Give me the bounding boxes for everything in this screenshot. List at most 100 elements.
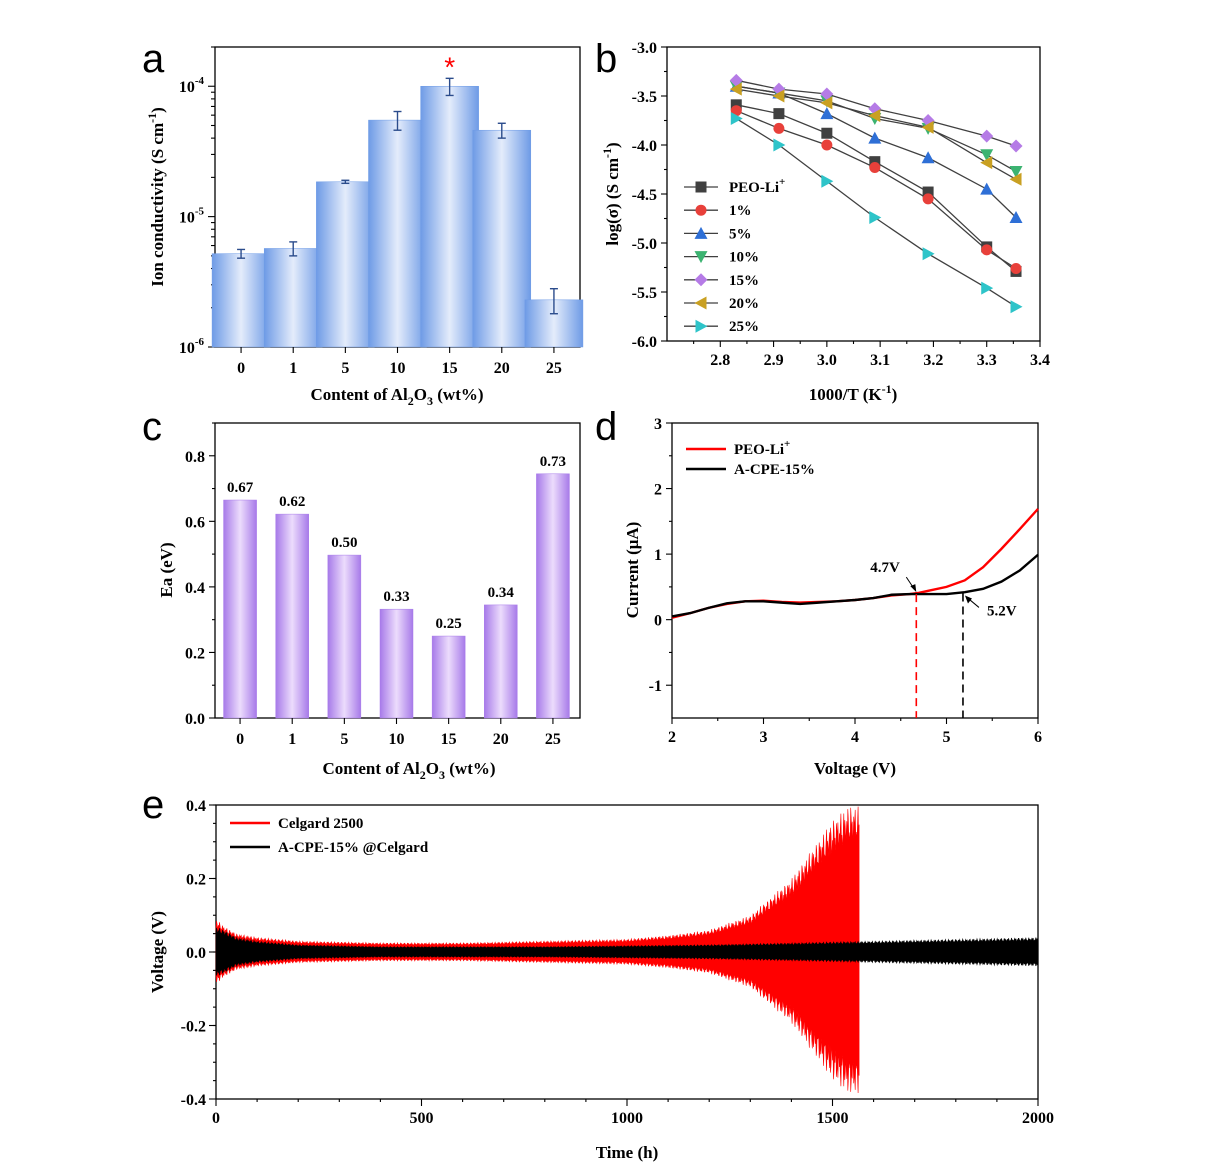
- panel-b-y-title: log(σ) (S cm-1): [600, 142, 622, 245]
- panel-e-legend-label: Celgard 2500: [278, 816, 363, 832]
- panel-b-legend-marker: [694, 273, 708, 287]
- panel-b-legend-label: 10%: [729, 250, 759, 266]
- panel-b-y-tick-label: -4.0: [632, 138, 657, 155]
- panel-b-legend-label: 25%: [729, 319, 759, 335]
- panel-d-series-line: [671, 553, 1039, 618]
- panel-b-legend-marker: [695, 181, 707, 193]
- panel-c-value-label: 0.67: [227, 480, 254, 496]
- panel-b-point: [869, 162, 881, 174]
- panel-d-chart: Voltage (V) Current (μA) 2 3 4 5 6 3 2 1 0 -1 PEO-…: [623, 416, 1042, 778]
- panel-b-point: [773, 108, 785, 120]
- panel-a-x-tick-label: 1: [289, 360, 297, 377]
- panel-a-y-tick-label: 10-5: [179, 206, 205, 227]
- panel-c-x-tick-label: 20: [493, 731, 509, 748]
- panel-b-legend-label: 1%: [729, 203, 752, 219]
- panel-c-value-label: 0.50: [331, 535, 357, 551]
- panel-a-x-tick-label: 25: [546, 360, 562, 377]
- panel-b-x-tick-label: 2.8: [710, 352, 730, 369]
- panel-a-x-tick-label: 15: [442, 360, 458, 377]
- panel-b-point: [1009, 165, 1023, 178]
- panel-c-x-tick-label: 25: [545, 731, 561, 748]
- panel-d-annotation-label: 5.2V: [987, 603, 1017, 619]
- panel-b-point: [820, 107, 834, 120]
- panel-d-y-tick-label: 2: [654, 482, 662, 499]
- panel-c-x-tick-label: 10: [389, 731, 405, 748]
- panel-b-legend-label: 5%: [729, 226, 752, 242]
- panel-b-x-tick-label: 3.2: [923, 352, 943, 369]
- panel-letter-b: b: [595, 37, 617, 81]
- panel-d-y-title: Current (μA): [623, 522, 642, 619]
- panel-b-x-title: 1000/T (K-1): [809, 382, 898, 404]
- panel-b-point: [980, 149, 994, 162]
- panel-a-bar: [420, 85, 479, 348]
- panel-a-bar: [211, 253, 271, 348]
- panel-a-x-title: Content of Al2O3 (wt%): [310, 385, 483, 408]
- panel-a-x-tick-label: 10: [390, 360, 406, 377]
- panel-b-x-tick-label: 2.9: [764, 352, 784, 369]
- panel-d-annotation-label: 4.7V: [870, 560, 900, 576]
- panel-letter-a: a: [142, 37, 165, 81]
- panel-d-annotation-arrowhead: [964, 595, 972, 604]
- panel-c-value-label: 0.25: [436, 616, 462, 632]
- panel-a-bar: [263, 248, 323, 348]
- panel-e-y-tick-label: -0.2: [181, 1019, 206, 1036]
- panel-b-point: [821, 139, 833, 151]
- panel-b-point: [820, 87, 834, 101]
- panel-e-chart: Time (h) Voltage (V) 0 500 1000 1500 2000 0.4…: [148, 798, 1054, 1162]
- panel-b-legend-label: 20%: [729, 296, 759, 312]
- panel-b-point: [773, 138, 786, 152]
- panel-e-y-tick-label: 0.0: [186, 945, 206, 962]
- panel-b-point: [1009, 172, 1022, 186]
- panel-b-point: [869, 211, 882, 225]
- panel-d-x-tick-label: 3: [760, 729, 768, 746]
- panel-e-x-tick-label: 1500: [817, 1110, 849, 1127]
- panel-b-point: [773, 122, 785, 134]
- panel-e-x-tick-label: 500: [410, 1110, 434, 1127]
- panel-d-y-tick-label: 3: [654, 416, 662, 433]
- panel-e-y-tick-label: -0.4: [181, 1092, 206, 1109]
- panel-c-chart: Content of Al2O3 (wt%) Ea (eV) 0.0 0.2 0.4…: [157, 422, 581, 782]
- panel-b-point: [1010, 300, 1023, 314]
- panel-b-point: [772, 89, 785, 103]
- panel-b-legend-marker: [695, 319, 708, 333]
- panel-e-x-tick-label: 0: [212, 1110, 220, 1127]
- panel-e-x-tick-label: 2000: [1022, 1110, 1054, 1127]
- panel-c-y-tick-label: 0.4: [185, 580, 205, 597]
- panel-b-point: [821, 127, 833, 139]
- panel-b-point: [921, 151, 935, 164]
- panel-c-x-tick-label: 15: [441, 731, 457, 748]
- panel-c-x-tick-label: 0: [236, 731, 244, 748]
- panel-c-value-label: 0.62: [279, 494, 305, 510]
- panel-d-y-tick-label: 0: [654, 613, 662, 630]
- panel-b-x-tick-label: 3.1: [870, 352, 890, 369]
- panel-a-y-tick-label: 10-6: [179, 336, 205, 357]
- panel-c-value-label: 0.33: [383, 589, 409, 605]
- panel-b-point: [981, 281, 994, 295]
- panel-b-legend-marker: [694, 226, 708, 239]
- panel-e-x-tick-label: 1000: [611, 1110, 643, 1127]
- panel-b-y-tick-label: -5.5: [632, 285, 657, 302]
- panel-e-y-title: Voltage (V): [148, 911, 167, 993]
- panel-b-y-tick-label: -5.0: [632, 236, 657, 253]
- panel-c-y-tick-label: 0.8: [185, 449, 205, 466]
- panel-letter-c: c: [142, 405, 162, 449]
- panel-d-legend-label: A-CPE-15%: [734, 462, 815, 478]
- panel-a-bar: [316, 181, 375, 348]
- panel-c-value-label: 0.34: [488, 585, 515, 601]
- panel-b-x-tick-label: 3.3: [977, 352, 997, 369]
- panel-b-y-tick-label: -4.5: [632, 187, 657, 204]
- panel-b-point: [981, 244, 993, 256]
- panel-b-point: [980, 182, 994, 195]
- panel-b-point: [921, 120, 934, 134]
- panel-b-point: [729, 82, 742, 96]
- panel-b-point: [868, 109, 881, 123]
- panel-c-x-title: Content of Al2O3 (wt%): [322, 759, 495, 782]
- panel-b-point: [820, 96, 833, 110]
- panel-c-bar: [536, 473, 570, 719]
- panel-b-point: [922, 186, 934, 198]
- panel-b-point: [922, 247, 935, 261]
- panel-e-series-band: [215, 927, 1038, 976]
- panel-d-x-tick-label: 6: [1034, 729, 1042, 746]
- panel-b-legend-marker: [694, 296, 707, 310]
